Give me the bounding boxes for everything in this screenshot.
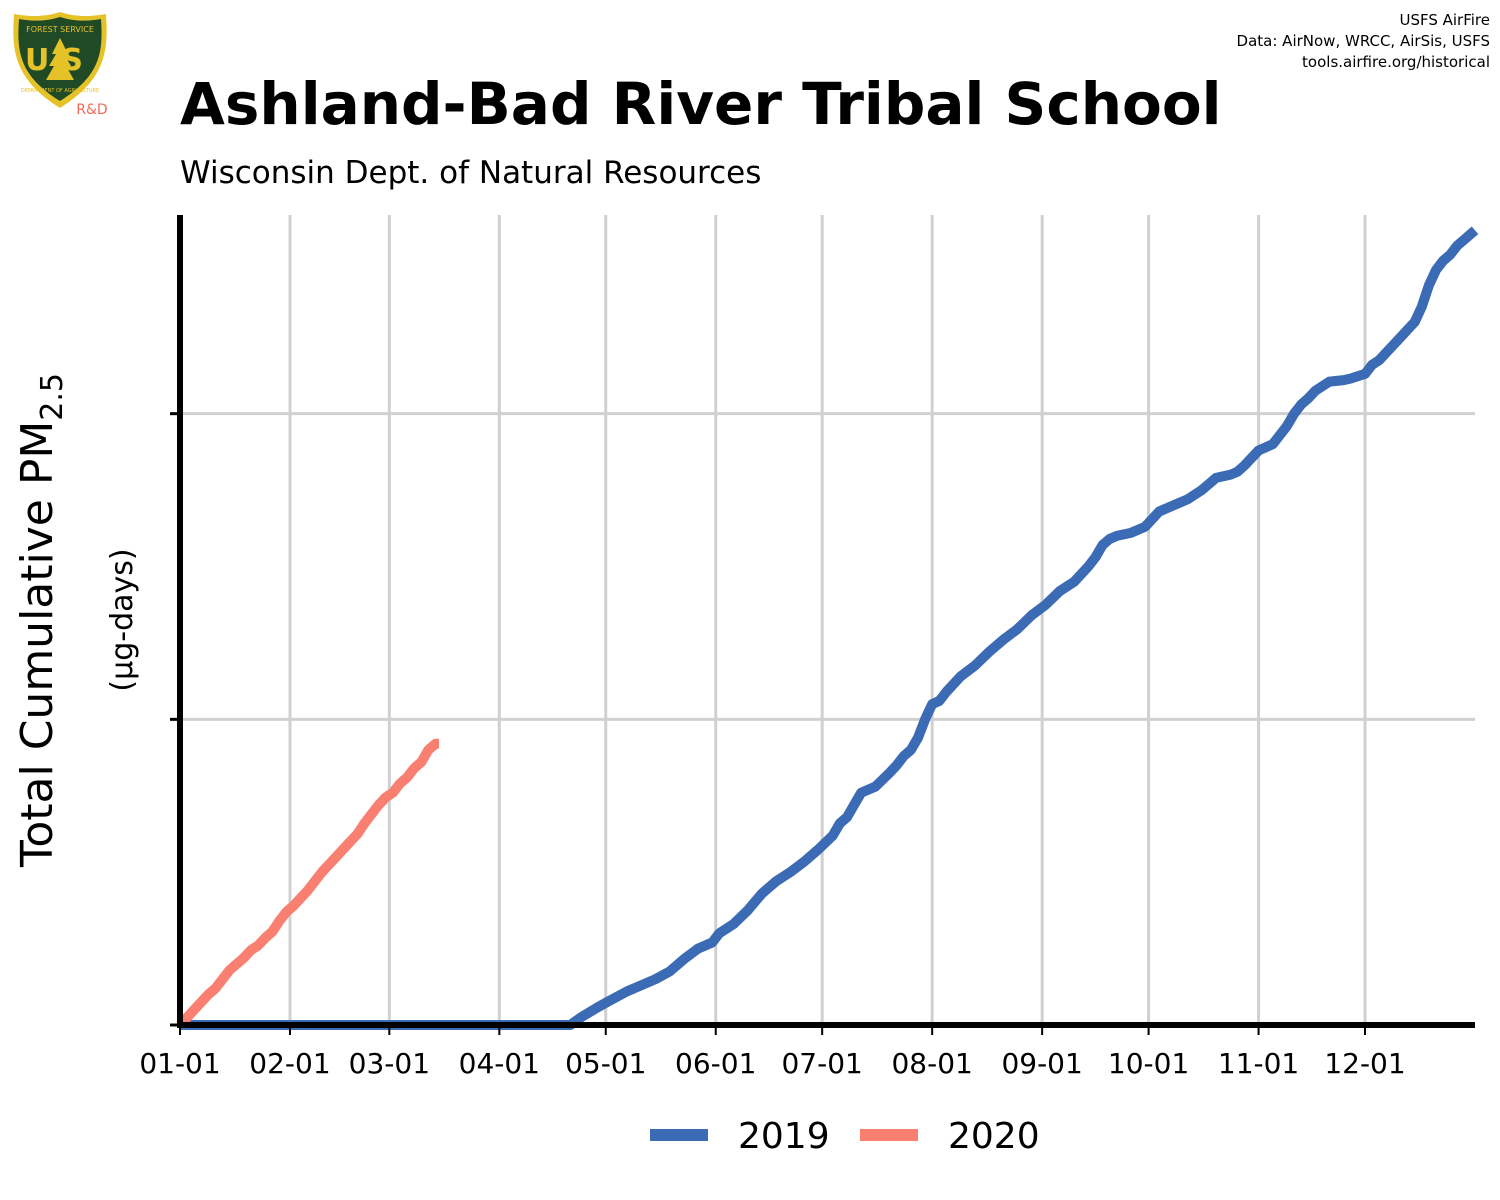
y-axis-label-subscript: 2.5 — [35, 373, 70, 421]
credit-line: Data: AirNow, WRCC, AirSis, USFS — [1236, 32, 1490, 50]
credit-line: USFS AirFire — [1399, 11, 1490, 29]
x-tick-label: 10-01 — [1108, 1047, 1189, 1080]
series-layer — [176, 226, 1479, 1030]
legend-label-2020: 2020 — [948, 1116, 1040, 1157]
chart-title: Ashland-Bad River Tribal School — [180, 70, 1222, 138]
x-tick-label: 07-01 — [781, 1047, 862, 1080]
x-tick-label: 05-01 — [565, 1047, 646, 1080]
logo-bottom-text: DEPARTMENT OF AGRICULTURE — [21, 88, 99, 94]
logo-top-text: FOREST SERVICE — [26, 25, 94, 34]
logo-tag: R&D — [76, 102, 107, 118]
forest-service-logo: FOREST SERVICE US DEPARTMENT OF AGRICULT… — [13, 12, 108, 118]
credit-line: tools.airfire.org/historical — [1302, 53, 1490, 71]
axis-layer: 01-01 02-01 03-01 04-01 05-01 06-01 07-01 08-01… — [139, 215, 1475, 1080]
x-tick-label: 02-01 — [249, 1047, 330, 1080]
y-axis-units: (µg-days) — [105, 548, 140, 691]
x-tick-label: 03-01 — [349, 1047, 430, 1080]
series-line-2020 — [176, 738, 441, 1029]
x-tick-label: 09-01 — [1001, 1047, 1082, 1080]
x-tick-label: 08-01 — [891, 1047, 972, 1080]
y-axis-label: Total Cumulative PM2.5 (µg-days) — [12, 373, 140, 868]
series-line-2019 — [180, 226, 1479, 1030]
x-tick-label: 04-01 — [459, 1047, 540, 1080]
y-axis-label-main: Total Cumulative PM2.5 — [12, 373, 70, 868]
x-tick-label: 12-01 — [1324, 1047, 1405, 1080]
grid-layer — [180, 215, 1475, 1025]
x-tick-label: 11-01 — [1218, 1047, 1299, 1080]
x-tick-label: 01-01 — [139, 1047, 220, 1080]
chart-subtitle: Wisconsin Dept. of Natural Resources — [180, 155, 762, 191]
legend: 2019 2020 — [650, 1116, 1040, 1157]
credits: USFS AirFire Data: AirNow, WRCC, AirSis,… — [1237, 10, 1490, 73]
legend-label-2019: 2019 — [738, 1116, 830, 1157]
x-tick-label: 06-01 — [675, 1047, 756, 1080]
